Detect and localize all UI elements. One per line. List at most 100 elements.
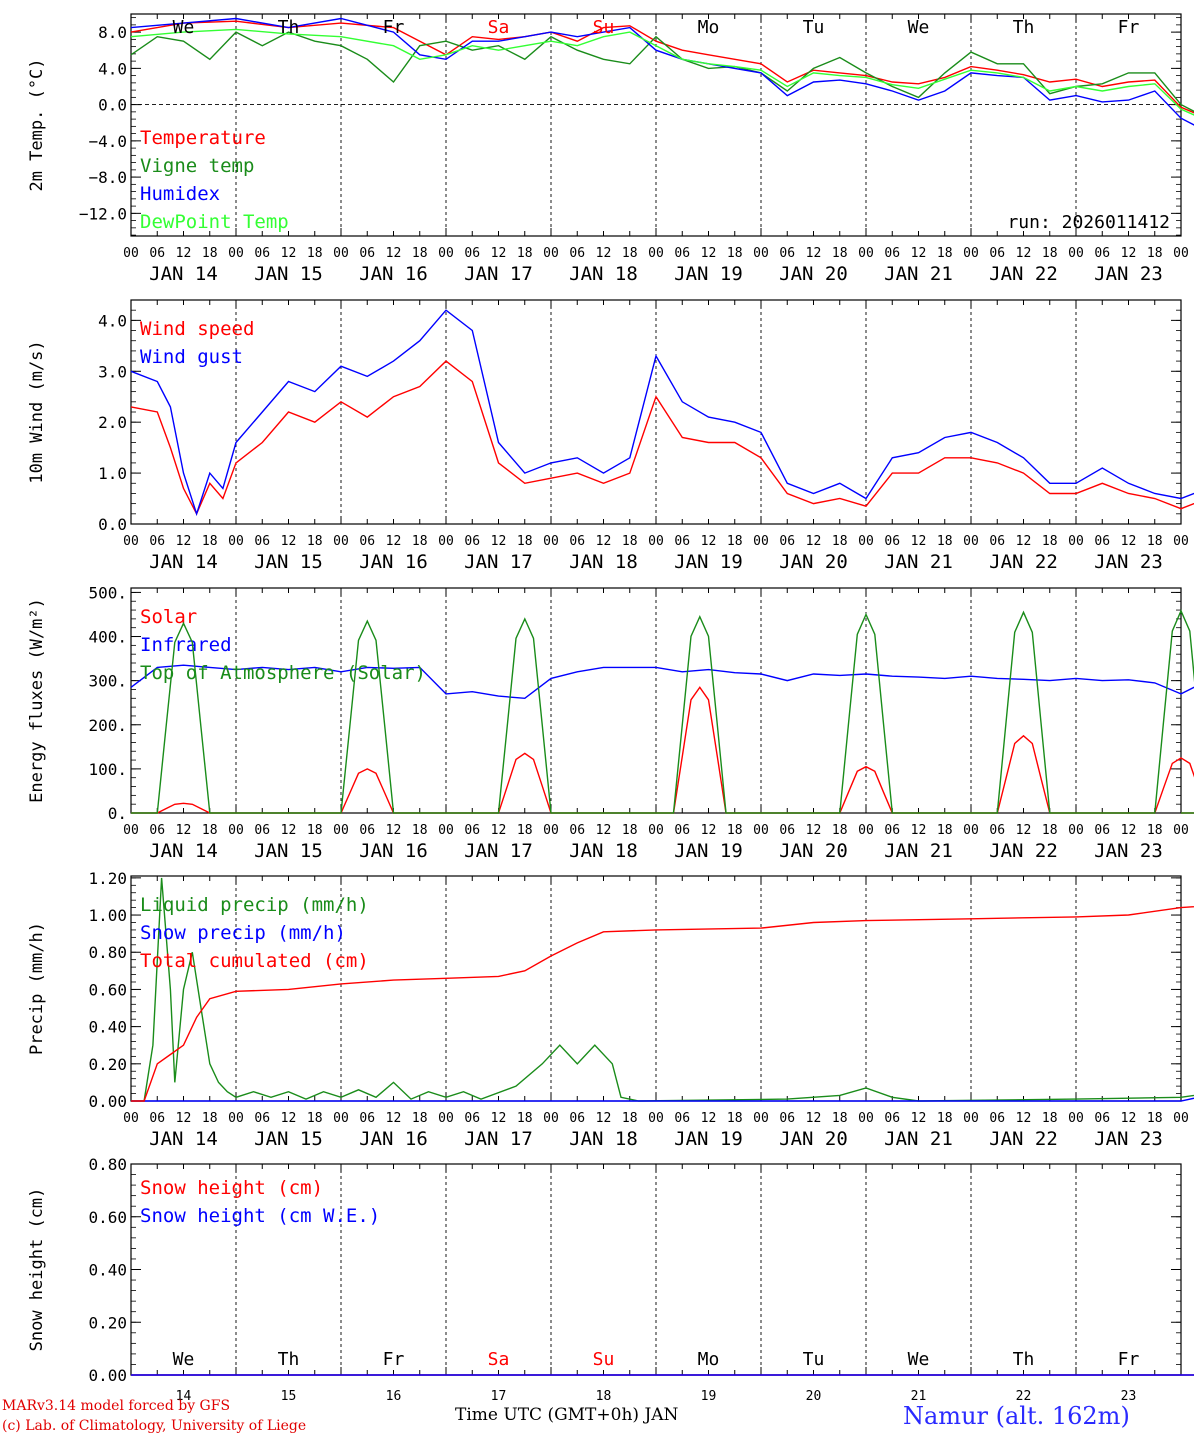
weekday-label: Tu [803,1349,825,1370]
y-axis-label: 10m Wind (m/s) [27,340,47,483]
hour-label: 12 [491,246,507,261]
y-tick-label: 4.0 [98,59,127,78]
y-tick-label: 3.0 [98,362,127,381]
hour-label: 12 [701,823,717,838]
date-label: JAN 23 [1094,840,1163,862]
hour-label: 18 [937,246,953,261]
hour-label: 00 [963,246,979,261]
hour-label: 18 [1042,246,1058,261]
weekday-label: We [908,1349,930,1370]
weekday-label: Mo [698,17,720,38]
hour-label: 06 [359,246,375,261]
hour-label: 00 [123,246,139,261]
day-number-label: 17 [491,1389,507,1404]
hour-label: 00 [333,246,349,261]
hour-label: 06 [569,534,585,549]
date-label: JAN 17 [464,263,533,285]
date-label: JAN 15 [254,263,323,285]
weekday-label: Th [278,17,300,38]
hour-label: 12 [1121,823,1137,838]
weekday-label: Su [593,1349,615,1370]
hour-label: 18 [202,534,218,549]
date-label: JAN 19 [674,551,743,573]
hour-label: 06 [674,246,690,261]
hour-label: 00 [228,1111,244,1126]
hour-label: 18 [307,1111,323,1126]
hour-label: 06 [989,246,1005,261]
hour-label: 18 [937,534,953,549]
weekday-label: Th [1013,17,1035,38]
panel-5: 0.00 0.20 0.40 0.60 0.80 Snow height (cm) Snow… [27,1155,1194,1404]
y-tick-label: 1.00 [88,906,127,925]
hour-label: 18 [727,823,743,838]
hour-label: 06 [1094,1111,1110,1126]
hour-label: 06 [569,823,585,838]
y-tick-label: 0.0 [98,515,127,534]
hour-label: 06 [989,1111,1005,1126]
hour-label: 06 [149,1111,165,1126]
hour-label: 00 [438,823,454,838]
y-axis-label: Energy fluxes (W/m²) [27,598,47,803]
date-label: JAN 16 [359,263,428,285]
day-number-label: 14 [176,1389,192,1404]
y-tick-label: 200. [88,716,127,735]
hour-label: 12 [701,534,717,549]
hour-label: 12 [806,1111,822,1126]
hour-label: 12 [701,1111,717,1126]
hour-label: 00 [438,534,454,549]
legend-entry: Top of Atmosphere (Solar) [140,662,426,684]
hour-label: 06 [569,246,585,261]
legend-entry: DewPoint Temp [140,211,289,233]
hour-label: 12 [1016,823,1032,838]
hour-label: 00 [963,534,979,549]
y-tick-label: −12.0 [79,204,127,223]
hour-label: 00 [858,246,874,261]
hour-label: 18 [412,534,428,549]
hour-label: 12 [176,823,192,838]
date-label: JAN 22 [989,840,1058,862]
hour-label: 12 [386,823,402,838]
panel-4: 0.00 0.20 0.40 0.60 0.80 1.00 1.20 Precip (mm/h… [27,869,1194,1150]
legend-entry: Liquid precip (mm/h) [140,894,369,916]
time-axis-label: Time UTC (GMT+0h) JAN [455,1405,679,1425]
hour-label: 00 [648,246,664,261]
y-tick-label: 0. [108,804,127,823]
series-line-wind-speed [130,360,1194,516]
hour-label: 18 [727,246,743,261]
hour-label: 12 [281,534,297,549]
hour-label: 18 [727,1111,743,1126]
hour-label: 06 [779,823,795,838]
weekday-label: Fr [383,17,405,38]
hour-label: 06 [254,823,270,838]
station-name: Namur (alt. 162m) [903,1402,1130,1430]
hour-label: 18 [832,823,848,838]
hour-label: 00 [228,534,244,549]
hour-label: 18 [307,823,323,838]
date-label: JAN 18 [569,1128,638,1150]
weekday-label: Fr [383,1349,405,1370]
hour-label: 00 [858,823,874,838]
hour-label: 06 [359,534,375,549]
date-label: JAN 20 [779,551,848,573]
hour-label: 06 [359,1111,375,1126]
hour-label: 18 [1042,534,1058,549]
hour-label: 12 [491,534,507,549]
hour-label: 12 [911,534,927,549]
hour-label: 06 [464,534,480,549]
weekday-label: Fr [1118,1349,1140,1370]
hour-label: 00 [123,1111,139,1126]
hour-label: 12 [806,823,822,838]
date-label: JAN 17 [464,551,533,573]
series-line-total-cumulated-cm- [131,905,1194,1102]
legend-entry: Snow precip (mm/h) [140,922,346,944]
hour-label: 12 [386,1111,402,1126]
hour-label: 06 [884,1111,900,1126]
hour-label: 06 [359,823,375,838]
y-tick-label: 2.0 [98,413,127,432]
date-label: JAN 15 [254,551,323,573]
hour-label: 12 [491,1111,507,1126]
date-label: JAN 20 [779,840,848,862]
hour-label: 18 [412,823,428,838]
hour-label: 18 [1147,1111,1163,1126]
hour-label: 06 [1094,823,1110,838]
